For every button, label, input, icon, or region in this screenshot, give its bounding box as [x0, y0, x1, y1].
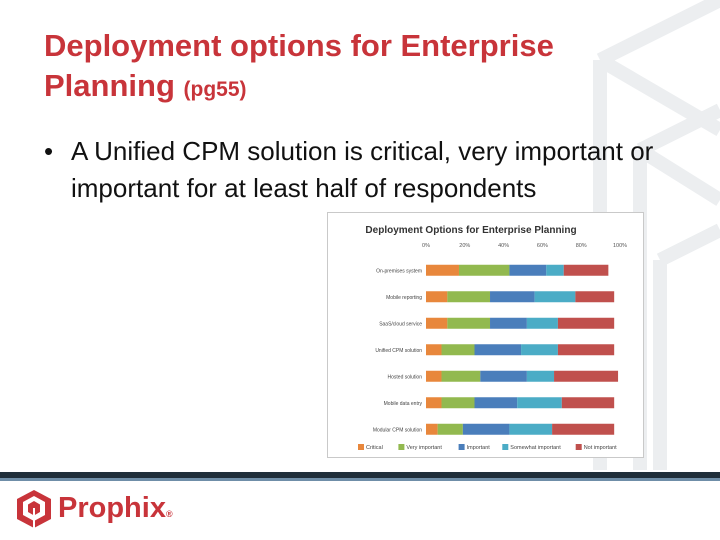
category-label: Modular CPM solution — [373, 427, 422, 433]
x-tick-label: 100% — [613, 243, 627, 249]
logo-wordmark: Prophix® — [58, 490, 173, 526]
bar-segment-very-important — [458, 264, 510, 276]
bar-segment-critical — [426, 291, 448, 303]
bar-segment-somewhat-important — [521, 344, 558, 356]
bullet-dot: • — [44, 136, 54, 166]
footer-accent-bar — [0, 478, 720, 481]
bullet-item: • A Unified CPM solution is critical, ve… — [44, 133, 664, 207]
bar-segment-important — [474, 397, 518, 409]
bullet-text: A Unified CPM solution is critical, very… — [71, 136, 654, 203]
bar-segment-important — [490, 291, 535, 303]
x-tick-label: 0% — [422, 243, 430, 249]
prophix-logo: Prophix® — [14, 488, 194, 532]
x-tick-label: 60% — [537, 243, 548, 249]
category-labels: On-premises system Mobile reporting SaaS/c… — [373, 268, 423, 433]
bar-segment-very-important — [447, 317, 491, 329]
bar-segment-not-important — [552, 423, 615, 435]
legend-label: Important — [467, 445, 491, 451]
slide-title-main: Deployment options for Enterprise Planni… — [44, 28, 554, 103]
chart-title: Deployment Options for Enterprise Planni… — [365, 225, 576, 236]
x-tick-label: 40% — [498, 243, 509, 249]
bar-segment-not-important — [557, 317, 615, 329]
bar-segments — [426, 264, 619, 435]
bar-segment-not-important — [561, 397, 615, 409]
slide-title: Deployment options for Enterprise Planni… — [44, 26, 684, 110]
bar-segment-important — [509, 264, 547, 276]
bar-segment-somewhat-important — [534, 291, 576, 303]
bar-segment-important — [490, 317, 527, 329]
bar-segment-important — [462, 423, 510, 435]
x-tick-label: 80% — [576, 243, 587, 249]
bar-segment-important — [480, 370, 527, 382]
bar-segment-somewhat-important — [517, 397, 562, 409]
bar-segment-critical — [426, 317, 448, 329]
bar-segment-very-important — [441, 370, 481, 382]
bar-segment-somewhat-important — [526, 370, 555, 382]
category-label: Mobile reporting — [386, 295, 422, 301]
category-label: SaaS/cloud service — [379, 321, 422, 327]
footer-bar — [0, 472, 720, 478]
stacked-bar-chart: Deployment Options for Enterprise Planni… — [358, 225, 627, 451]
category-label: Mobile data entry — [384, 401, 423, 407]
slide-title-page-ref: (pg55) — [183, 78, 247, 101]
legend-swatch — [575, 444, 582, 450]
bar-segment-critical — [426, 344, 442, 356]
bar-segment-critical — [426, 397, 442, 409]
logo-registered-mark: ® — [165, 509, 173, 519]
cube-logo-icon — [17, 490, 51, 528]
bar-segment-not-important — [557, 344, 615, 356]
bar-segment-somewhat-important — [509, 423, 553, 435]
bar-segment-not-important — [554, 370, 619, 382]
legend-swatch — [502, 444, 509, 450]
logo-word-text: Prophix — [58, 492, 166, 524]
bar-segment-very-important — [447, 291, 491, 303]
legend-label: Critical — [366, 445, 383, 451]
bar-segment-critical — [426, 370, 442, 382]
category-label: On-premises system — [376, 268, 422, 274]
category-label: Unified CPM solution — [375, 348, 422, 354]
bar-segment-not-important — [563, 264, 609, 276]
x-tick-label: 20% — [459, 243, 470, 249]
bar-segment-not-important — [575, 291, 615, 303]
bar-segment-somewhat-important — [546, 264, 564, 276]
bar-segment-somewhat-important — [526, 317, 558, 329]
legend-swatch — [458, 444, 465, 450]
legend-label: Very important — [406, 445, 442, 451]
legend-label: Somewhat important — [510, 445, 561, 451]
bar-segment-very-important — [441, 344, 475, 356]
x-axis-ticks: 0% 20% 40% 60% 80% 100% — [422, 243, 627, 249]
legend-swatch — [398, 444, 405, 450]
bar-segment-important — [474, 344, 522, 356]
bar-segment-critical — [426, 264, 459, 276]
bar-segment-very-important — [437, 423, 463, 435]
chart-panel: Deployment Options for Enterprise Planni… — [327, 212, 644, 458]
legend-swatch — [358, 444, 364, 450]
bar-segment-critical — [426, 423, 438, 435]
chart-legend: Critical Very important Important Somewhat … — [358, 444, 617, 451]
bar-segment-very-important — [441, 397, 475, 409]
legend-label: Not important — [584, 445, 617, 451]
category-label: Hosted solution — [388, 374, 423, 380]
